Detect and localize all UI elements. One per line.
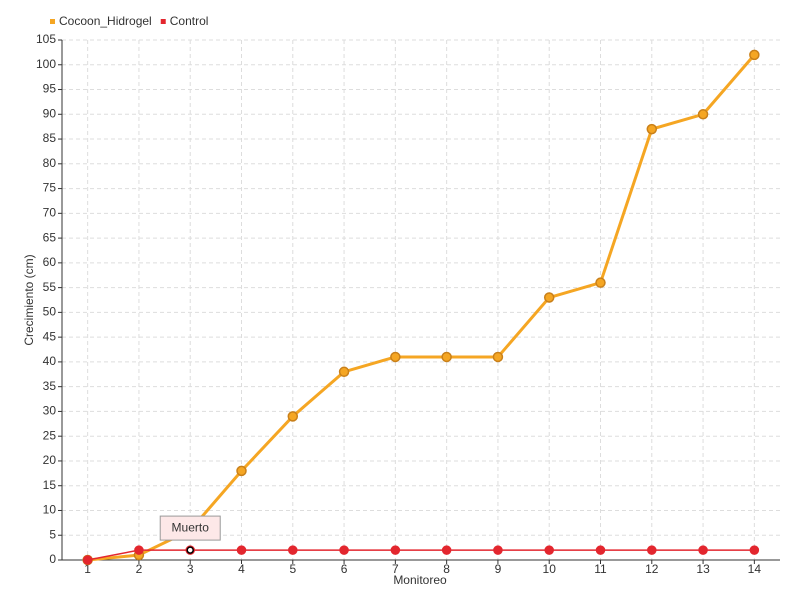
x-tick-label: 1: [84, 562, 91, 576]
y-tick-label: 105: [36, 32, 56, 46]
y-tick-label: 80: [43, 156, 57, 170]
x-tick-label: 12: [645, 562, 659, 576]
x-tick-label: 8: [443, 562, 450, 576]
y-tick-label: 20: [43, 453, 57, 467]
data-point: [595, 545, 606, 555]
y-tick-label: 30: [43, 404, 57, 418]
data-point: [646, 123, 658, 135]
y-tick-label: 65: [43, 230, 57, 244]
y-axis-title: Crecimiento (cm): [22, 254, 36, 345]
data-point: [595, 277, 606, 288]
data-point: [749, 545, 760, 555]
y-tick-label: 15: [43, 478, 57, 492]
x-tick-label: 13: [696, 562, 710, 576]
data-point: [698, 545, 708, 555]
x-tick-label: 9: [495, 562, 502, 576]
data-point: [390, 545, 401, 555]
y-tick-label: 100: [36, 57, 56, 71]
legend-marker: [50, 19, 55, 24]
annotation-text: Muerto: [172, 520, 210, 534]
series-line: [87, 549, 755, 561]
annotation-box: [159, 515, 221, 541]
y-tick-label: 10: [43, 503, 57, 517]
data-point: [287, 411, 299, 422]
data-point: [441, 351, 452, 363]
x-tick-label: 2: [136, 562, 143, 576]
legend-label: Cocoon_Hidrogel: [59, 14, 152, 28]
y-tick-label: 35: [43, 379, 57, 393]
y-tick-label: 70: [43, 206, 57, 220]
x-tick-label: 3: [187, 562, 194, 576]
data-point: [390, 351, 401, 363]
data-point: [647, 545, 657, 555]
data-point: [493, 545, 503, 555]
data-point: [236, 465, 247, 477]
data-point: [697, 109, 709, 120]
x-tick-label: 5: [289, 562, 296, 576]
x-tick-label: 11: [594, 562, 607, 576]
data-point: [236, 545, 247, 555]
data-point: [338, 366, 350, 378]
y-tick-label: 90: [43, 106, 57, 120]
x-tick-label: 10: [543, 562, 557, 576]
y-tick-label: 50: [43, 305, 57, 319]
y-tick-label: 95: [43, 82, 57, 96]
x-tick-label: 7: [392, 562, 399, 576]
x-tick-label: 14: [748, 562, 762, 576]
x-tick-label: 6: [341, 562, 348, 576]
data-point: [492, 351, 504, 363]
data-point: [749, 49, 760, 61]
y-tick-label: 85: [43, 131, 57, 145]
data-point: [544, 545, 554, 555]
x-tick-label: 4: [238, 562, 245, 576]
data-point: [441, 545, 452, 555]
y-tick-label: 25: [43, 428, 57, 442]
data-point: [543, 292, 555, 303]
y-tick-label: 55: [43, 280, 57, 294]
y-tick-label: 5: [49, 527, 56, 541]
x-axis-title: Monitoreo: [393, 573, 447, 587]
y-tick-label: 45: [43, 329, 57, 343]
data-point: [134, 545, 144, 555]
legend-marker: [160, 19, 166, 24]
data-point: [288, 545, 298, 555]
data-point: [82, 555, 93, 565]
y-tick-label: 75: [43, 181, 57, 195]
data-point: [339, 545, 349, 555]
legend-label: Control: [170, 14, 209, 28]
annotation-point: [186, 546, 194, 554]
y-tick-label: 0: [49, 552, 56, 566]
y-tick-label: 60: [43, 255, 57, 269]
y-tick-label: 40: [43, 354, 57, 368]
